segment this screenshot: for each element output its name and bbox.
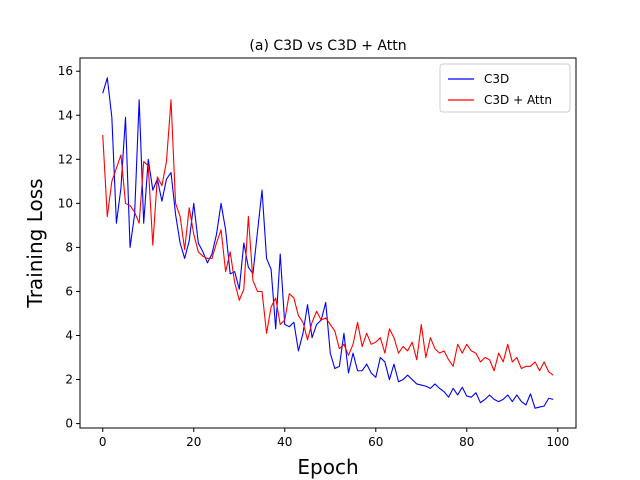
y-axis-label: Training Loss bbox=[23, 178, 47, 308]
x-axis-label: Epoch bbox=[297, 455, 358, 479]
plot-area bbox=[80, 58, 576, 428]
y-tick-label: 14 bbox=[58, 108, 73, 122]
x-tick-label: 60 bbox=[368, 435, 383, 449]
y-tick-label: 4 bbox=[65, 329, 73, 343]
series-line-c3d-attn bbox=[102, 99, 554, 376]
x-tick-label: 80 bbox=[459, 435, 474, 449]
y-tick-label: 12 bbox=[58, 152, 73, 166]
legend-label: C3D bbox=[484, 72, 509, 86]
y-axis-ticks: 0 2 4 6 8 10 12 14 16 bbox=[58, 64, 80, 431]
x-tick-label: 20 bbox=[186, 435, 201, 449]
y-tick-label: 16 bbox=[58, 64, 73, 78]
y-tick-label: 6 bbox=[65, 284, 73, 298]
x-tick-label: 0 bbox=[99, 435, 107, 449]
chart-title: (a) C3D vs C3D + Attn bbox=[249, 38, 406, 54]
x-tick-label: 40 bbox=[277, 435, 292, 449]
series-line-c3d bbox=[102, 77, 554, 409]
x-axis-ticks: 0 20 40 60 80 100 bbox=[99, 428, 569, 449]
legend: C3D C3D + Attn bbox=[439, 63, 571, 113]
y-tick-label: 10 bbox=[58, 196, 73, 210]
y-tick-label: 0 bbox=[65, 417, 73, 431]
plot-frame bbox=[79, 57, 577, 429]
y-tick-label: 8 bbox=[65, 240, 73, 254]
y-tick-label: 2 bbox=[65, 373, 73, 387]
legend-label: C3D + Attn bbox=[484, 93, 552, 107]
series-layer bbox=[102, 77, 554, 409]
x-tick-label: 100 bbox=[546, 435, 569, 449]
